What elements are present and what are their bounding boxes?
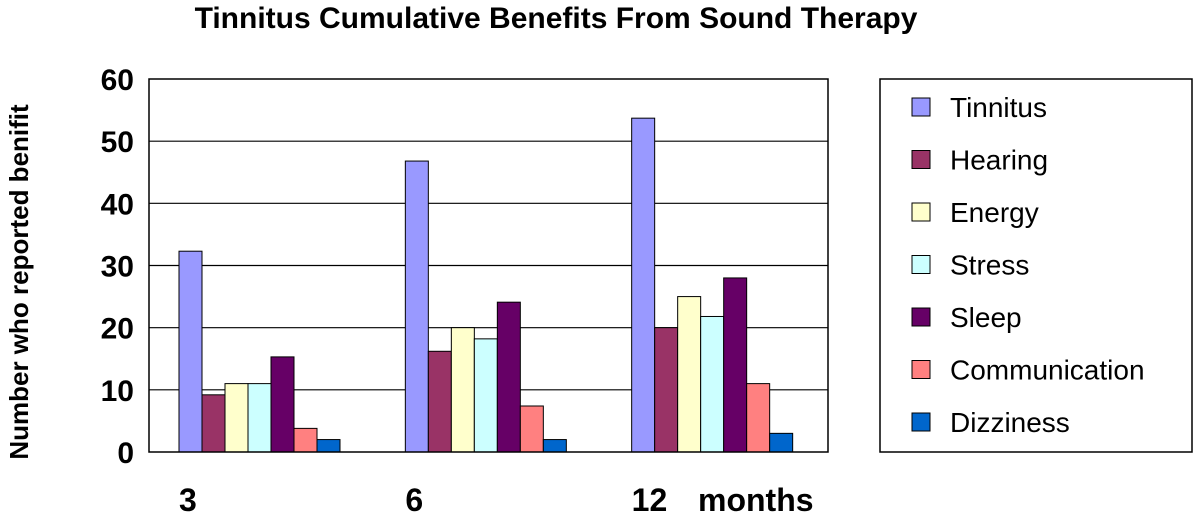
- legend-label-tinnitus: Tinnitus: [950, 92, 1047, 123]
- bars: [178, 117, 794, 453]
- bar-energy-12: [677, 296, 702, 453]
- y-tick-label: 20: [101, 313, 134, 346]
- y-axis-label: Number who reported benifit: [4, 104, 34, 460]
- x-tick-label: 12: [632, 482, 668, 518]
- y-tick-label: 0: [117, 437, 134, 470]
- y-tick-label: 60: [101, 64, 134, 97]
- legend-label-sleep: Sleep: [950, 302, 1022, 333]
- bar-communication-12: [746, 383, 771, 453]
- bar-hearing-6: [427, 350, 452, 453]
- bar-energy-3: [224, 383, 249, 453]
- legend-label-communication: Communication: [950, 355, 1145, 386]
- legend-label-energy: Energy: [950, 197, 1039, 228]
- bar-tinnitus-3: [178, 250, 203, 453]
- bar-communication-3: [293, 427, 318, 453]
- bar-stress-6: [473, 338, 498, 453]
- bar-hearing-3: [201, 394, 226, 453]
- y-axis-ticks: 0 10 20 30 40 50 60: [101, 64, 134, 470]
- legend-swatch-communication: [911, 360, 931, 379]
- chart-title: Tinnitus Cumulative Benefits From Sound …: [195, 2, 918, 35]
- legend-label-hearing: Hearing: [950, 145, 1048, 176]
- legend-swatch-tinnitus: [911, 97, 931, 117]
- legend-swatch-hearing: [911, 150, 931, 169]
- x-axis-categories: 3 6 12: [179, 482, 667, 518]
- legend-swatch-sleep: [911, 307, 931, 327]
- bar-hearing-12: [654, 327, 679, 453]
- legend: [879, 78, 1193, 453]
- bar-communication-6: [519, 405, 544, 453]
- x-axis-label: months: [698, 482, 814, 518]
- bar-sleep-6: [496, 301, 521, 453]
- legend-items: Tinnitus Hearing Energy Stress Sleep Communic…: [911, 92, 1145, 438]
- x-tick-label: 6: [405, 482, 423, 518]
- legend-swatch-energy: [911, 202, 931, 222]
- bar-tinnitus-12: [631, 117, 656, 453]
- y-tick-label: 10: [101, 375, 134, 408]
- legend-label-dizziness: Dizziness: [950, 407, 1070, 438]
- x-tick-label: 3: [179, 482, 197, 518]
- y-tick-label: 40: [101, 188, 134, 221]
- bar-stress-12: [700, 315, 725, 453]
- bar-dizziness-12: [769, 432, 794, 453]
- y-tick-label: 30: [101, 251, 134, 284]
- bar-dizziness-3: [316, 439, 341, 453]
- bar-stress-3: [247, 383, 272, 453]
- legend-swatch-stress: [911, 255, 931, 274]
- legend-swatch-dizziness: [911, 412, 931, 432]
- bar-sleep-12: [723, 277, 748, 453]
- legend-label-stress: Stress: [950, 250, 1029, 281]
- bar-dizziness-6: [542, 439, 567, 453]
- bar-energy-6: [450, 327, 475, 453]
- y-tick-label: 50: [101, 126, 134, 159]
- bar-tinnitus-6: [404, 160, 429, 453]
- plot-area: [148, 78, 829, 453]
- bar-sleep-3: [270, 356, 295, 453]
